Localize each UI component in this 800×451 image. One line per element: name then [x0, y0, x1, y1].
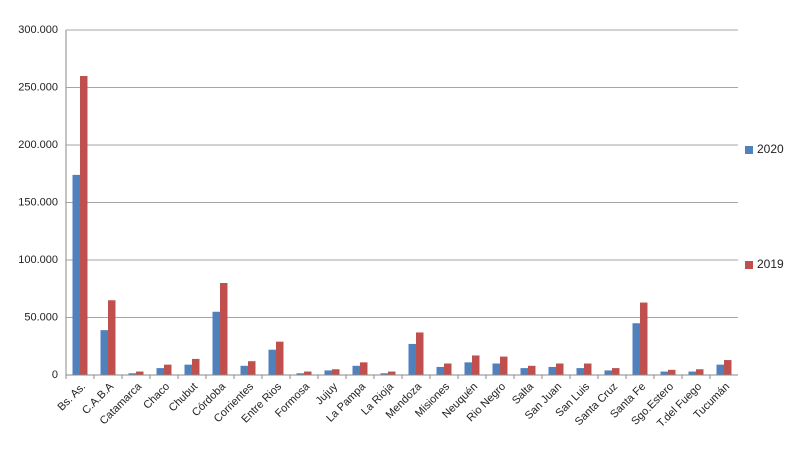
bar — [220, 283, 228, 375]
bar — [576, 368, 584, 375]
bar — [156, 368, 164, 375]
bar — [612, 368, 620, 375]
bar — [276, 341, 284, 375]
bar — [164, 364, 172, 375]
bar — [408, 343, 416, 375]
y-tick-label: 250.000 — [18, 81, 58, 93]
bar — [716, 364, 724, 375]
bar — [500, 356, 508, 375]
bar — [100, 330, 108, 375]
bar — [136, 371, 144, 375]
bar — [212, 311, 220, 375]
bar — [192, 358, 200, 375]
bar — [108, 300, 116, 375]
bar — [352, 365, 360, 375]
bar — [360, 362, 368, 375]
bar — [332, 369, 340, 375]
bar — [472, 355, 480, 375]
bar — [324, 370, 332, 375]
legend-label: 2019 — [757, 257, 784, 271]
bar — [304, 371, 312, 375]
bar — [268, 349, 276, 375]
bar — [520, 368, 528, 375]
y-tick-label: 150.000 — [18, 196, 58, 208]
bar — [388, 371, 396, 375]
bar — [548, 366, 556, 375]
bar — [184, 364, 192, 375]
bar — [556, 363, 564, 375]
bar — [248, 361, 256, 375]
bar — [584, 363, 592, 375]
bar — [464, 362, 472, 375]
bar — [436, 366, 444, 375]
bar — [416, 332, 424, 375]
bar — [604, 370, 612, 375]
bar — [696, 369, 704, 375]
bar — [444, 363, 452, 375]
bar — [240, 365, 248, 375]
legend-swatch — [745, 146, 753, 154]
y-tick-label: 50.000 — [24, 311, 58, 323]
y-tick-label: 100.000 — [18, 254, 58, 266]
y-tick-label: 300.000 — [18, 24, 58, 36]
y-tick-label: 0 — [52, 369, 58, 381]
bar — [724, 360, 732, 375]
bar — [492, 363, 500, 375]
y-tick-label: 200.000 — [18, 139, 58, 151]
bar — [528, 365, 536, 375]
bar — [660, 371, 668, 375]
bar — [380, 373, 388, 375]
legend-label: 2020 — [757, 142, 784, 156]
bar — [632, 323, 640, 375]
legend-swatch — [745, 261, 753, 269]
bar — [72, 174, 80, 375]
bar — [296, 373, 304, 375]
bar — [80, 76, 88, 375]
bar — [688, 371, 696, 375]
bar — [640, 302, 648, 375]
bar — [128, 373, 136, 375]
bar — [668, 369, 676, 375]
